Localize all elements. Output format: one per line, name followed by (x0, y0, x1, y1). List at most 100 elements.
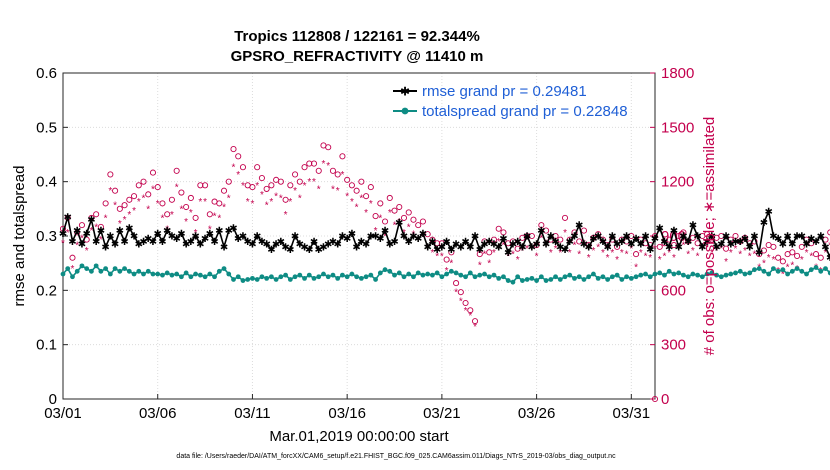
obs-assimilated-point: * (104, 213, 108, 224)
rmse-point: ✱ (244, 237, 252, 248)
obs-possible-point (69, 254, 76, 261)
rmse-point: ✱ (111, 240, 119, 251)
rmse-point: ✱ (286, 245, 294, 256)
rmse-point: ✱ (348, 229, 356, 240)
rmse-point: ✱ (225, 226, 233, 237)
obs-possible-point (145, 191, 152, 198)
rmse-point: ✱ (783, 232, 791, 243)
obs-possible-point (812, 251, 820, 258)
rmse-point: ✱ (125, 223, 133, 234)
rmse-point: ✱ (580, 240, 588, 251)
obs-possible-point (500, 229, 507, 236)
totalspread-point (202, 274, 208, 280)
obs-possible-point (396, 203, 403, 211)
obs-assimilated-point: * (497, 237, 501, 248)
totalspread-point (519, 278, 525, 283)
totalspread-point (482, 271, 487, 277)
totalspread-point (245, 277, 251, 282)
rmse-point: ✱ (163, 226, 171, 237)
obs-assimilated-point: * (274, 192, 278, 203)
obs-possible-point (453, 280, 460, 287)
totalspread-point (174, 271, 180, 277)
obs-assimilated-point: * (364, 208, 368, 219)
rmse-point: ✱ (457, 242, 465, 253)
totalspread-point (600, 274, 606, 280)
obs-assimilated-point: * (781, 270, 785, 281)
totalspread-point (89, 268, 94, 274)
rmse-point: ✱ (812, 237, 820, 248)
obs-assimilated-point: * (303, 181, 307, 192)
obs-assimilated-point: * (478, 260, 482, 271)
obs-possible-point (410, 216, 417, 223)
obs-assimilated-point: * (430, 248, 434, 259)
rmse-point: ✱ (343, 234, 351, 245)
totalspread-point (486, 274, 492, 280)
obs-possible-point (476, 251, 483, 258)
x-tick-label: 03/26 (518, 405, 556, 422)
rmse-point: ✱ (632, 234, 640, 245)
totalspread-point (302, 275, 307, 281)
rmse-point: ✱ (68, 237, 76, 248)
obs-assimilated-point: * (573, 241, 577, 252)
totalspread-point (643, 271, 648, 277)
x-axis-ticks: 03/01 03/06 03/11 03/16 03/21 03/26 03/31 (44, 394, 650, 422)
totalspread-point (136, 268, 142, 274)
rmse-point: ✱ (386, 240, 394, 251)
rmse-point: ✱ (291, 232, 299, 243)
obs-possible-point (116, 205, 123, 212)
rmse-point: ✱ (333, 240, 341, 251)
totalspread-point (84, 266, 90, 271)
y-axis-label-right: # of obs: o=possible; ∗=assimilated (701, 117, 718, 356)
rmse-point: ✱ (802, 240, 810, 251)
obs-possible-point (704, 231, 711, 238)
obs-assimilated-point: * (681, 241, 685, 252)
obs-assimilated-point: * (663, 251, 667, 262)
rmse-point: ✱ (480, 240, 488, 251)
obs-assimilated-point: * (449, 259, 453, 270)
obs-assimilated-point: * (705, 242, 709, 253)
totalspread-point (619, 277, 625, 282)
legend-label-totalspread: totalspread grand pr = 0.22848 (422, 103, 628, 120)
rmse-point: ✱ (504, 248, 512, 259)
totalspread-point (131, 271, 137, 277)
rmse-point: ✱ (656, 223, 664, 234)
rmse-point: ✱ (575, 221, 583, 232)
rmse-point: ✱ (466, 242, 474, 253)
obs-possible-point (794, 252, 801, 259)
totalspread-point (368, 272, 374, 278)
obs-assimilated-point: * (734, 244, 738, 255)
rmse-point: ✱ (64, 212, 72, 223)
totalspread-series-line (62, 264, 830, 284)
obs-possible-point (358, 178, 365, 185)
totalspread-point (325, 274, 331, 280)
obs-assimilated-point: * (416, 235, 420, 246)
rmse-point: ✱ (660, 237, 668, 248)
totalspread-point (207, 271, 213, 277)
totalspread-point (681, 272, 686, 278)
totalspread-point (212, 274, 217, 280)
obs-possible-point (434, 240, 441, 247)
totalspread-point (794, 266, 800, 271)
totalspread-point (406, 271, 412, 277)
rmse-point: ✱ (319, 242, 327, 253)
obs-assimilated-point: * (719, 244, 723, 255)
obs-assimilated-point: * (677, 244, 681, 255)
obs-assimilated-point: * (790, 260, 794, 271)
obs-assimilated-point: * (198, 197, 202, 208)
obs-assimilated-point: * (151, 184, 155, 195)
rmse-point: ✱ (405, 237, 413, 248)
x-tick-label: 03/01 (44, 405, 82, 422)
obs-possible-point (386, 194, 393, 202)
obs-assimilated-point: * (511, 250, 515, 261)
totalspread-point (358, 275, 364, 281)
totalspread-point (614, 272, 620, 278)
totalspread-point (330, 272, 336, 278)
totalspread-point (723, 272, 729, 278)
y-tick-label-right: 300 (661, 337, 686, 354)
totalspread-point (823, 266, 828, 271)
totalspread-point (311, 275, 317, 281)
obs-assimilated-point: * (625, 250, 629, 261)
rmse-point: ✱ (324, 240, 332, 251)
